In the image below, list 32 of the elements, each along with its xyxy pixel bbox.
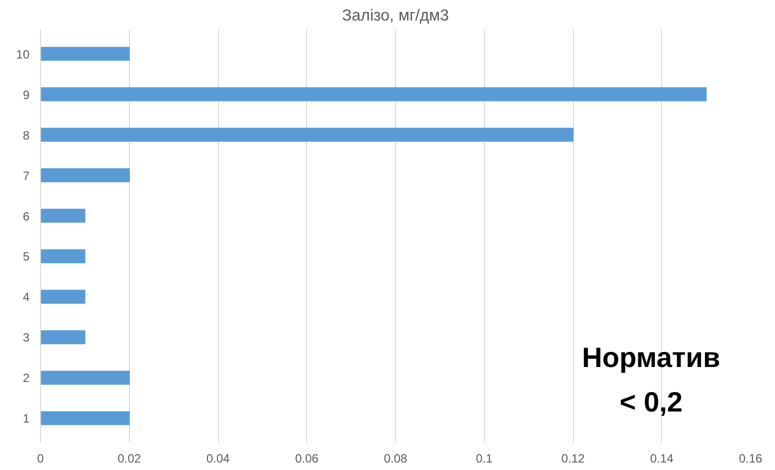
y-tick-label: 9 [22,88,30,102]
x-tick-label: 0.14 [650,452,674,466]
x-tick-label: 0.06 [295,452,319,466]
chart-title: Залізо, мг/дм3 [342,8,450,24]
x-tick-label: 0.1 [476,452,493,466]
y-tick-label: 5 [22,250,30,264]
bar [40,46,130,61]
bar [40,168,130,182]
bar [40,370,130,385]
y-tick-label: 4 [22,290,30,304]
annotation: < 0,2 [620,386,683,418]
x-tick-label: 0.04 [206,452,230,466]
y-tick-label: 3 [22,330,30,345]
bar [40,87,707,102]
bar [40,128,574,142]
x-tick-label: 0.08 [384,452,408,466]
x-tick-label: 0.02 [118,452,142,466]
bar [40,249,86,264]
y-tick-label: 10 [16,47,30,62]
y-tick-label: 6 [22,209,30,224]
bar [40,411,130,426]
y-tick-label: 2 [22,371,30,386]
bar [40,330,86,344]
annotation: Норматив [582,342,720,373]
y-tick-label: 1 [22,412,30,426]
y-tick-label: 7 [22,168,30,183]
bar [40,290,86,304]
bar [40,208,86,223]
y-tick-label: 8 [22,128,30,142]
x-tick-label: 0.16 [738,452,763,466]
x-tick-label: 0 [37,452,44,466]
x-tick-label: 0.12 [561,452,586,466]
